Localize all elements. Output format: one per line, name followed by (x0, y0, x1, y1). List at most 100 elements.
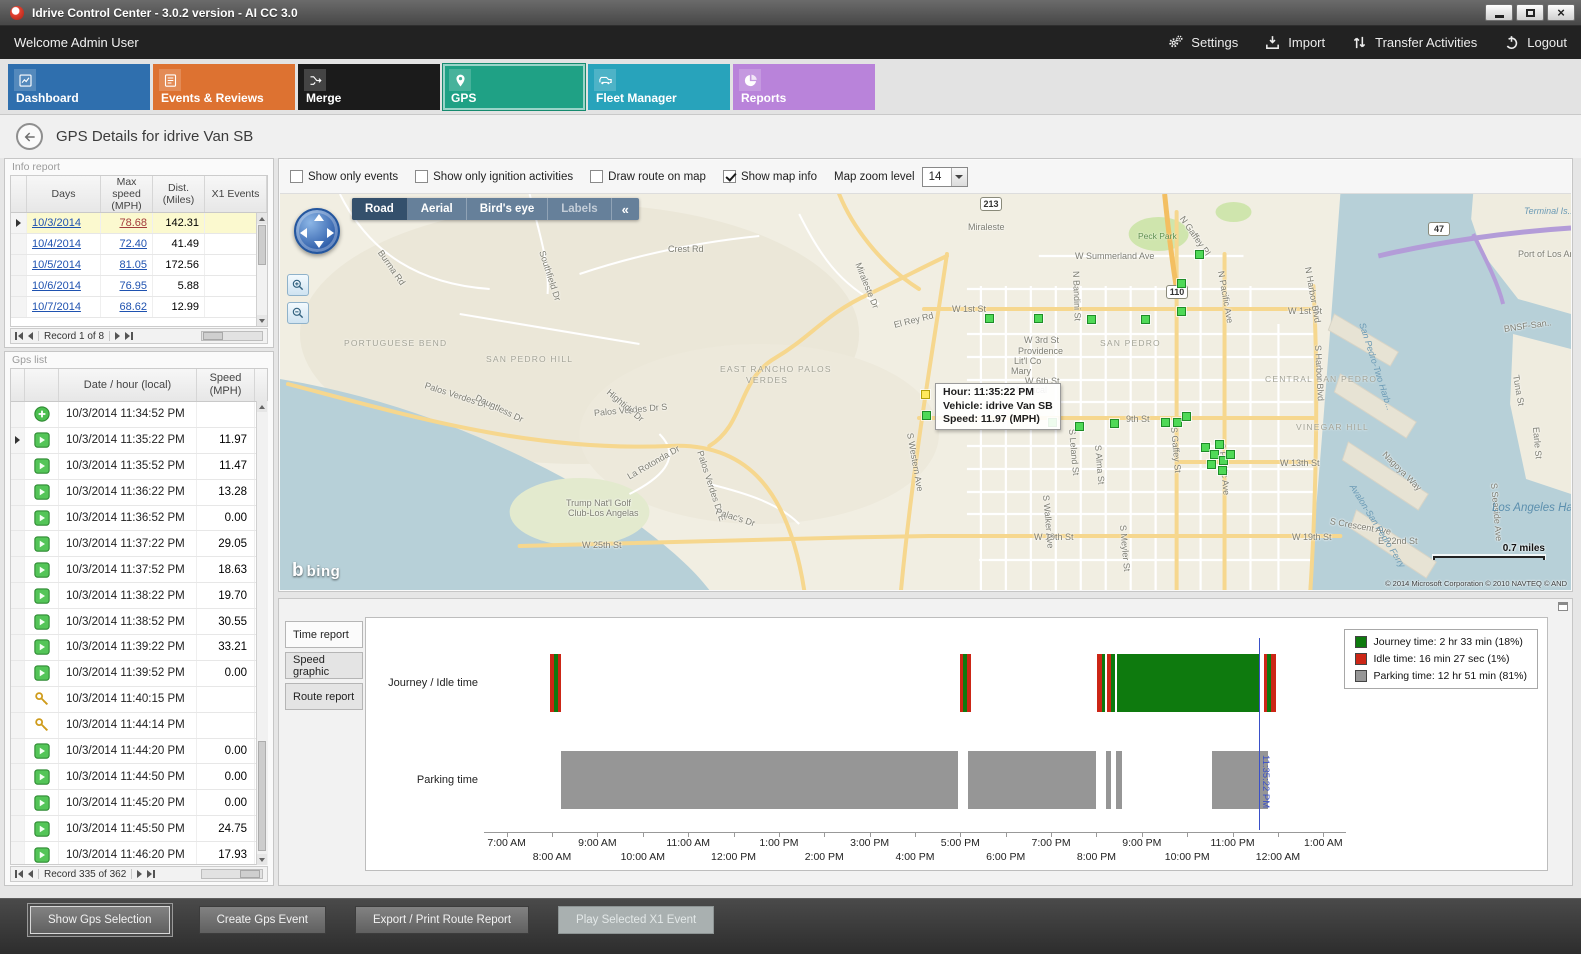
map-tabs-collapse-button[interactable]: « (621, 201, 629, 217)
gps-marker[interactable] (1182, 412, 1191, 421)
gps-marker[interactable] (1207, 460, 1216, 469)
gps-marker[interactable] (1218, 466, 1227, 475)
checkbox-draw-route-on-map[interactable]: Draw route on map (590, 170, 706, 183)
gps-marker[interactable] (1215, 440, 1224, 449)
column-header-gutter[interactable] (11, 369, 25, 401)
tab-reports[interactable]: Reports (733, 64, 875, 110)
table-row[interactable]: 10/3/2014 11:38:52 PM 30.55 (11, 609, 267, 636)
logout-button[interactable]: Logout (1503, 34, 1567, 51)
checkbox-icon[interactable] (290, 170, 303, 183)
table-row[interactable]: 10/7/2014 68.62 12.99 (11, 297, 267, 318)
max-speed-link[interactable]: 68.62 (119, 301, 147, 313)
day-link[interactable]: 10/5/2014 (32, 259, 81, 271)
table-row[interactable]: 10/3/2014 11:44:50 PM 0.00 (11, 764, 267, 791)
create-gps-event-button[interactable]: Create Gps Event (198, 906, 326, 934)
scrollbar-thumb[interactable] (258, 741, 266, 851)
table-row[interactable]: 10/5/2014 81.05 172.56 (11, 255, 267, 276)
tab-merge[interactable]: Merge (298, 64, 440, 110)
table-row[interactable]: 10/3/2014 11:38:22 PM 19.70 (11, 583, 267, 610)
map-compass-control[interactable] (294, 208, 340, 254)
scrollbar-thumb[interactable] (258, 225, 266, 265)
scroll-up-icon[interactable] (257, 213, 267, 224)
checkbox-show-only-ignition-activities[interactable]: Show only ignition activities (415, 170, 573, 183)
map-style-tab-labels[interactable]: Labels (548, 198, 612, 220)
gps-marker[interactable] (1075, 422, 1084, 431)
tab-gps[interactable]: GPS (443, 64, 585, 110)
gps-marker[interactable] (1177, 307, 1186, 316)
table-row[interactable]: 10/3/2014 11:39:52 PM 0.00 (11, 660, 267, 687)
gps-marker[interactable] (1110, 419, 1119, 428)
export-print-route-report-button[interactable]: Export / Print Route Report (354, 906, 530, 934)
table-row[interactable]: 10/3/2014 11:36:22 PM 13.28 (11, 479, 267, 506)
pager-next-button[interactable] (137, 870, 143, 878)
table-row[interactable]: 10/6/2014 76.95 5.88 (11, 276, 267, 297)
max-speed-link[interactable]: 81.05 (119, 259, 147, 271)
map-style-tab-bird-s-eye[interactable]: Bird's eye (467, 198, 549, 220)
checkbox-show-only-events[interactable]: Show only events (290, 170, 398, 183)
column-header-gutter[interactable] (25, 369, 59, 401)
map-zoom-in-button[interactable] (287, 274, 309, 296)
checkbox-icon[interactable] (415, 170, 429, 183)
gps-list-scrollbar[interactable] (256, 401, 268, 865)
pager-prev-button[interactable] (28, 870, 33, 878)
map-zoom-level-select[interactable]: 14 (921, 166, 968, 187)
table-row[interactable]: 10/3/2014 11:39:22 PM 33.21 (11, 635, 267, 661)
minimize-button[interactable] (1485, 4, 1513, 21)
map-style-tab-aerial[interactable]: Aerial (408, 198, 467, 220)
column-header-date-hour-local[interactable]: Date / hour (local) (59, 369, 197, 401)
column-header-dist-miles[interactable]: Dist. (Miles) (153, 176, 205, 212)
pager-prev-button[interactable] (28, 332, 33, 340)
gps-marker[interactable] (1087, 315, 1096, 324)
checkbox-checked-icon[interactable] (722, 170, 736, 183)
gps-marker-selected[interactable] (921, 390, 930, 399)
column-header-days[interactable]: Days (27, 176, 101, 212)
gps-marker[interactable] (985, 314, 994, 323)
checkbox-icon[interactable] (590, 170, 604, 183)
gps-marker[interactable] (1201, 443, 1210, 452)
scroll-down-icon[interactable] (257, 315, 267, 326)
gps-marker[interactable] (1226, 450, 1235, 459)
chart-tab-route-report[interactable]: Route report (285, 683, 363, 710)
import-button[interactable]: Import (1264, 34, 1325, 51)
gps-marker[interactable] (1195, 250, 1204, 259)
column-header-gutter[interactable] (11, 176, 27, 212)
max-speed-link[interactable]: 72.40 (119, 238, 147, 250)
gps-marker[interactable] (1034, 314, 1043, 323)
scroll-up-icon[interactable] (257, 401, 267, 412)
day-link[interactable]: 10/4/2014 (32, 238, 81, 250)
pager-last-button[interactable] (125, 332, 134, 340)
column-header-speed-mph[interactable]: Speed (MPH) (197, 369, 255, 401)
day-link[interactable]: 10/3/2014 (32, 217, 81, 229)
table-row[interactable]: 10/3/2014 11:35:52 PM 11.47 (11, 453, 267, 480)
info-table-scrollbar[interactable] (256, 213, 267, 326)
table-row[interactable]: 10/4/2014 72.40 41.49 (11, 234, 267, 255)
gps-marker[interactable] (1210, 450, 1219, 459)
chart-tab-speed-graphic[interactable]: Speed graphic (285, 652, 363, 679)
chart-tab-time-report[interactable]: Time report (285, 621, 363, 648)
table-row[interactable]: 10/3/2014 78.68 142.31 (11, 213, 267, 234)
table-row[interactable]: 10/3/2014 11:40:15 PM (11, 686, 267, 713)
max-speed-link[interactable]: 76.95 (119, 280, 147, 292)
column-header-max-speed-mph[interactable]: Max speed (MPH) (101, 176, 153, 212)
table-row[interactable]: 10/3/2014 11:44:20 PM 0.00 (11, 738, 267, 765)
settings-button[interactable]: Settings (1167, 34, 1238, 51)
column-header-x1-events[interactable]: X1 Events (205, 176, 267, 212)
table-row[interactable]: 10/3/2014 11:34:52 PM (11, 402, 267, 428)
panel-expand-icon[interactable] (1558, 602, 1568, 611)
back-button[interactable] (16, 123, 43, 150)
table-row[interactable]: 10/3/2014 11:36:52 PM 0.00 (11, 505, 267, 532)
day-link[interactable]: 10/6/2014 (32, 280, 81, 292)
gps-marker[interactable] (1161, 418, 1170, 427)
transfer-activities-button[interactable]: Transfer Activities (1351, 34, 1477, 51)
tab-fleet-manager[interactable]: Fleet Manager (588, 64, 730, 110)
close-button[interactable]: × (1547, 4, 1575, 21)
table-row[interactable]: 10/3/2014 11:37:52 PM 18.63 (11, 557, 267, 584)
max-speed-link[interactable]: 78.68 (119, 217, 147, 229)
scroll-down-icon[interactable] (257, 854, 267, 865)
gps-marker[interactable] (922, 411, 931, 420)
show-gps-selection-button[interactable]: Show Gps Selection (30, 906, 170, 934)
table-row[interactable]: 10/3/2014 11:44:14 PM (11, 712, 267, 739)
pager-first-button[interactable] (15, 332, 23, 340)
table-row[interactable]: 10/3/2014 11:37:22 PM 29.05 (11, 531, 267, 558)
gps-marker[interactable] (1141, 315, 1150, 324)
